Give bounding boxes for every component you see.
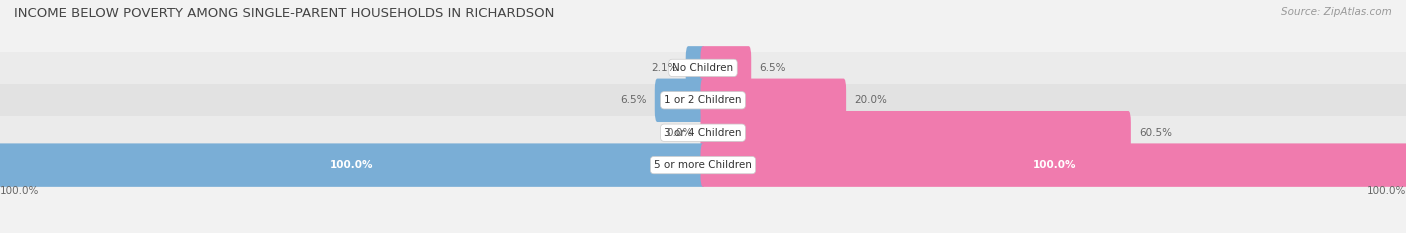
Bar [0, 52, 1406, 84]
Text: 1 or 2 Children: 1 or 2 Children [664, 95, 742, 105]
Text: 0.0%: 0.0% [666, 128, 693, 138]
Text: 6.5%: 6.5% [759, 63, 786, 73]
Text: 6.5%: 6.5% [620, 95, 647, 105]
Bar [0, 116, 1406, 149]
FancyBboxPatch shape [686, 46, 706, 90]
Text: 100.0%: 100.0% [330, 160, 373, 170]
Text: 2.1%: 2.1% [651, 63, 678, 73]
Text: Source: ZipAtlas.com: Source: ZipAtlas.com [1281, 7, 1392, 17]
Text: 100.0%: 100.0% [1033, 160, 1076, 170]
Text: 100.0%: 100.0% [0, 186, 39, 196]
FancyBboxPatch shape [700, 111, 1130, 154]
Bar [0, 149, 1406, 181]
FancyBboxPatch shape [700, 46, 751, 90]
FancyBboxPatch shape [655, 79, 706, 122]
FancyBboxPatch shape [700, 143, 1406, 187]
FancyBboxPatch shape [700, 79, 846, 122]
Text: No Children: No Children [672, 63, 734, 73]
Text: 60.5%: 60.5% [1139, 128, 1171, 138]
Text: 20.0%: 20.0% [855, 95, 887, 105]
FancyBboxPatch shape [0, 143, 706, 187]
Text: 3 or 4 Children: 3 or 4 Children [664, 128, 742, 138]
Bar [0, 84, 1406, 116]
Text: 5 or more Children: 5 or more Children [654, 160, 752, 170]
Text: INCOME BELOW POVERTY AMONG SINGLE-PARENT HOUSEHOLDS IN RICHARDSON: INCOME BELOW POVERTY AMONG SINGLE-PARENT… [14, 7, 554, 20]
Text: 100.0%: 100.0% [1367, 186, 1406, 196]
